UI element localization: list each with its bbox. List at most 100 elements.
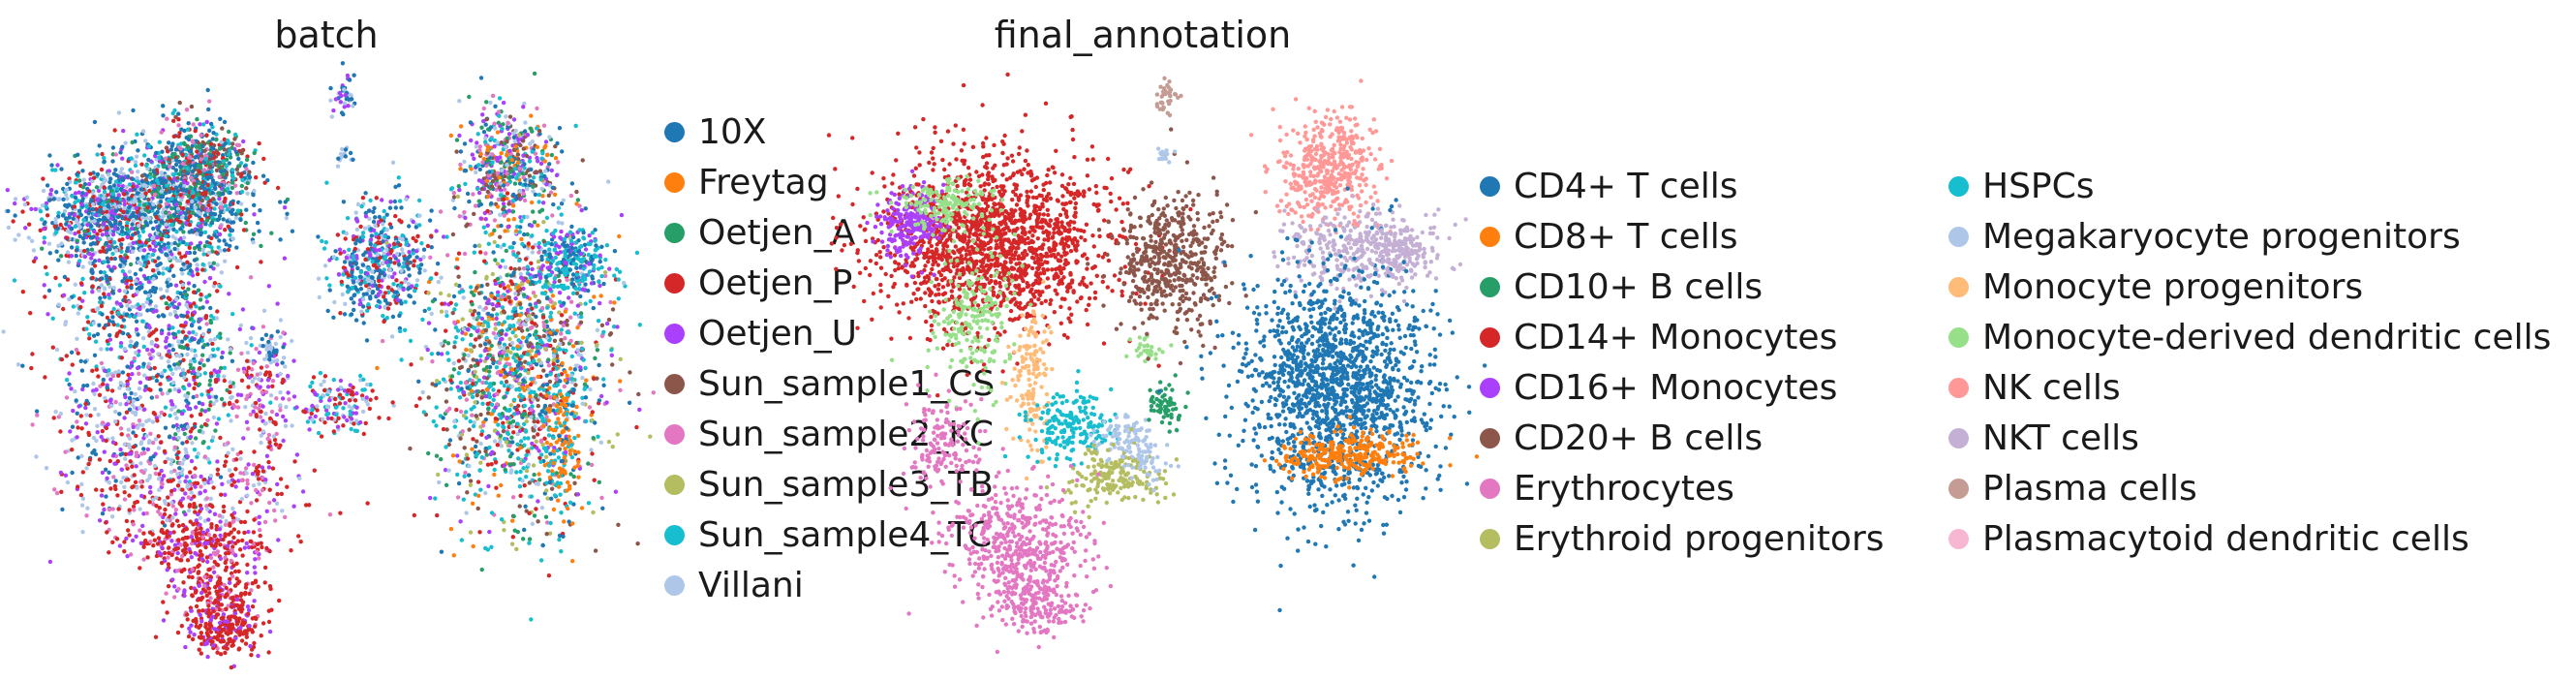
- batch-point: [90, 201, 96, 207]
- batch-point: [421, 247, 427, 252]
- batch-point: [172, 595, 177, 600]
- batch-point: [346, 104, 351, 108]
- batch-point: [141, 557, 146, 562]
- batch-point: [194, 174, 199, 179]
- batch-point: [211, 565, 216, 570]
- batch-point: [98, 185, 103, 190]
- batch-point: [256, 477, 261, 481]
- batch-point: [212, 232, 217, 237]
- batch-point: [162, 242, 167, 247]
- batch-point: [246, 529, 251, 535]
- batch-point: [140, 427, 146, 432]
- batch-point: [290, 229, 295, 233]
- batch-point: [60, 213, 66, 218]
- batch-point: [217, 197, 222, 201]
- batch-point: [220, 126, 225, 131]
- batch-point: [188, 268, 193, 273]
- batch-point: [119, 432, 124, 437]
- batch-point: [186, 145, 191, 150]
- batch-point: [352, 73, 356, 77]
- batch-point: [209, 235, 214, 241]
- batch-point: [355, 265, 360, 271]
- batch-point: [348, 261, 353, 265]
- batch-point: [381, 222, 385, 227]
- batch-point: [163, 405, 169, 410]
- batch-point: [107, 470, 111, 475]
- batch-point: [190, 169, 196, 174]
- batch-point: [238, 449, 243, 455]
- batch-point: [79, 503, 85, 508]
- batch-point: [283, 200, 288, 204]
- batch-point: [281, 377, 286, 383]
- batch-point: [230, 573, 235, 579]
- batch-point: [266, 459, 271, 465]
- batch-point: [194, 196, 199, 201]
- batch-point: [370, 279, 375, 285]
- batch-point: [208, 320, 214, 325]
- batch-point: [223, 203, 229, 208]
- batch-point: [183, 491, 188, 496]
- batch-point: [52, 487, 57, 492]
- batch-point: [186, 369, 191, 374]
- batch-point: [104, 274, 109, 279]
- batch-point: [162, 448, 168, 454]
- batch-point: [133, 314, 138, 320]
- batch-point: [219, 270, 224, 275]
- batch-point: [116, 373, 121, 378]
- batch-point: [199, 292, 203, 297]
- batch-point: [202, 583, 207, 589]
- batch-point: [131, 445, 137, 449]
- batch-point: [211, 608, 216, 614]
- batch-point: [127, 493, 132, 498]
- batch-point: [398, 242, 403, 247]
- batch-point: [353, 418, 359, 423]
- batch-point: [360, 396, 365, 401]
- batch-point: [173, 236, 178, 241]
- batch-point: [192, 258, 198, 263]
- batch-point: [188, 148, 194, 154]
- batch-point: [412, 259, 416, 263]
- batch-point: [429, 208, 434, 213]
- batch-point: [342, 101, 348, 106]
- batch-point: [203, 156, 208, 162]
- batch-point: [140, 229, 146, 234]
- batch-point: [228, 576, 232, 582]
- batch-point: [144, 163, 149, 169]
- batch-point: [90, 284, 95, 289]
- batch-point: [102, 368, 107, 373]
- batch-point: [131, 504, 137, 510]
- batch-point: [418, 257, 423, 263]
- batch-point: [150, 235, 155, 241]
- batch-point: [184, 450, 189, 455]
- batch-point: [351, 280, 356, 285]
- batch-point: [122, 276, 127, 281]
- batch-point: [89, 215, 95, 221]
- batch-point: [1, 329, 6, 334]
- batch-point: [363, 257, 368, 263]
- batch-point: [135, 184, 139, 189]
- batch-point: [138, 528, 142, 533]
- batch-point: [236, 479, 241, 483]
- batch-point: [194, 154, 199, 159]
- batch-point: [195, 538, 200, 543]
- batch-point: [376, 235, 382, 240]
- batch-point: [115, 323, 120, 327]
- batch-point: [402, 256, 408, 262]
- batch-point: [106, 172, 111, 177]
- batch-point: [141, 511, 146, 516]
- batch-point: [200, 331, 206, 337]
- batch-point: [259, 634, 263, 638]
- batch-point: [105, 248, 109, 253]
- batch-point: [252, 462, 257, 468]
- batch-point: [252, 376, 258, 381]
- batch-point: [177, 301, 182, 307]
- batch-point: [119, 324, 124, 329]
- batch-point: [237, 164, 242, 169]
- batch-point: [42, 235, 46, 240]
- batch-point: [343, 93, 348, 98]
- batch-point: [65, 181, 70, 187]
- batch-point: [257, 514, 261, 519]
- batch-point: [260, 389, 264, 395]
- batch-point: [167, 435, 172, 440]
- batch-point: [134, 326, 139, 332]
